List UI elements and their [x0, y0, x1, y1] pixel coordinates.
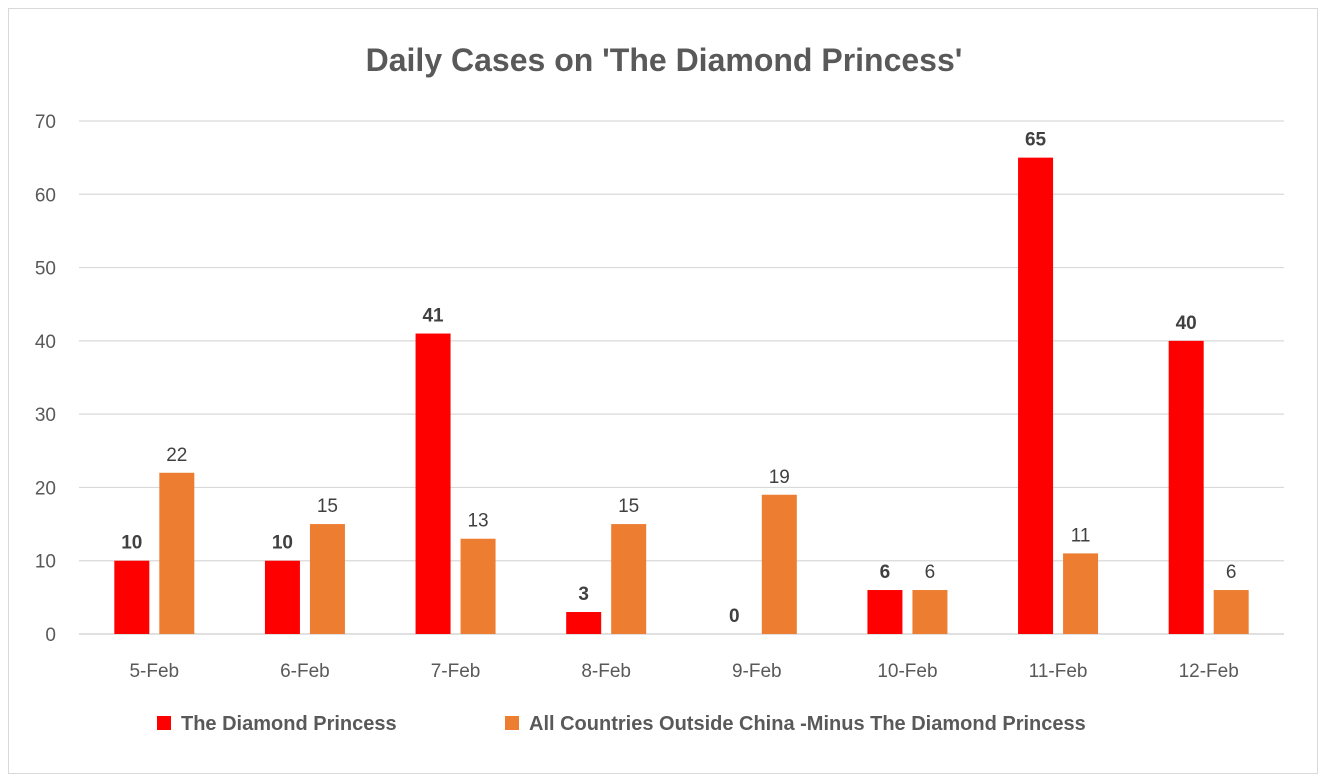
data-label: 6 [880, 562, 891, 583]
bar-outside-china-12-Feb [1213, 590, 1249, 634]
bar-outside-china-11-Feb [1063, 553, 1099, 634]
bar-outside-china-8-Feb [611, 524, 647, 634]
x-tick-label: 12-Feb [1179, 661, 1239, 682]
x-axis-ticks: 5-Feb 6-Feb 7-Feb 8-Feb 9-Feb 10-Feb 11-Feb 12-… [129, 661, 1238, 682]
bar-diamond-princess-7-Feb [415, 333, 451, 634]
bar-outside-china-7-Feb [460, 538, 496, 634]
y-tick-label: 70 [35, 112, 56, 133]
bar-diamond-princess-11-Feb [1018, 157, 1054, 634]
data-label: 19 [769, 467, 790, 488]
bar-outside-china-5-Feb [159, 472, 195, 634]
bar-outside-china-10-Feb [912, 590, 948, 634]
data-label: 15 [618, 496, 639, 517]
data-label: 40 [1176, 313, 1197, 334]
x-tick-label: 10-Feb [877, 661, 937, 682]
legend-label: All Countries Outside China -Minus The D… [529, 713, 1086, 735]
legend-label: The Diamond Princess [181, 713, 397, 735]
bars [114, 157, 1249, 634]
bar-diamond-princess-5-Feb [114, 560, 150, 634]
bar-diamond-princess-8-Feb [566, 612, 602, 634]
data-label: 3 [578, 584, 589, 605]
y-axis-ticks: 0 10 20 30 40 50 60 70 [35, 112, 56, 646]
y-tick-label: 50 [35, 259, 56, 280]
x-tick-label: 6-Feb [280, 661, 330, 682]
legend-swatch [157, 716, 171, 730]
chart-title: Daily Cases on 'The Diamond Princess' [366, 42, 963, 78]
bar-outside-china-6-Feb [309, 524, 345, 634]
data-label: 0 [729, 606, 740, 627]
data-label: 41 [422, 306, 444, 327]
data-label: 11 [1071, 525, 1091, 546]
y-tick-label: 10 [35, 552, 56, 573]
y-tick-label: 30 [35, 405, 56, 426]
data-label: 10 [121, 533, 142, 554]
x-tick-label: 7-Feb [431, 661, 481, 682]
bar-diamond-princess-12-Feb [1168, 340, 1204, 634]
data-labels: 10 22 10 15 41 13 3 15 0 19 6 6 65 11 40 6 [121, 130, 1236, 627]
bar-diamond-princess-6-Feb [264, 560, 300, 634]
data-label: 65 [1025, 130, 1047, 151]
x-tick-label: 8-Feb [581, 661, 631, 682]
x-tick-label: 11-Feb [1029, 661, 1088, 682]
y-tick-label: 40 [35, 332, 56, 353]
data-label: 22 [166, 445, 187, 466]
data-label: 6 [925, 562, 936, 583]
x-tick-label: 5-Feb [129, 661, 179, 682]
y-tick-label: 0 [45, 625, 56, 646]
x-tick-label: 9-Feb [732, 661, 782, 682]
bar-chart: Daily Cases on 'The Diamond Princess' 01… [35, 42, 1284, 735]
data-label: 15 [317, 496, 338, 517]
bar-outside-china-9-Feb [761, 494, 797, 634]
data-label: 6 [1226, 562, 1237, 583]
data-label: 10 [272, 533, 293, 554]
y-tick-label: 20 [35, 478, 56, 499]
legend: The Diamond Princess All Countries Outsid… [157, 713, 1086, 735]
bar-diamond-princess-10-Feb [867, 590, 903, 634]
y-tick-label: 60 [35, 185, 56, 206]
gridlines [79, 120, 1284, 635]
data-label: 13 [467, 511, 488, 532]
legend-swatch [505, 716, 519, 730]
